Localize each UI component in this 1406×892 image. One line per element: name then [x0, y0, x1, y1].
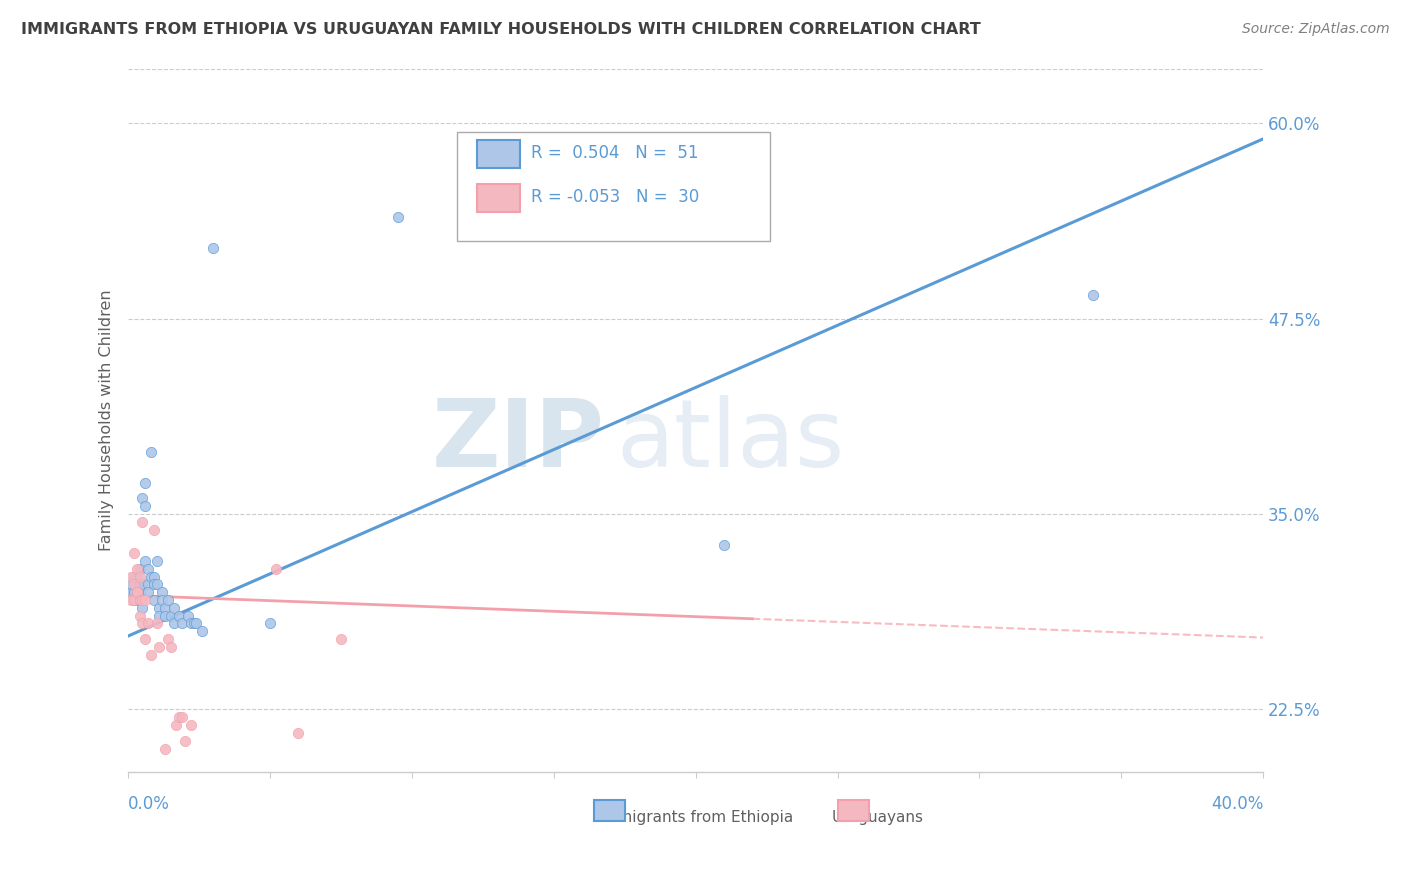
Point — [183, 616, 205, 631]
Point — [259, 616, 281, 631]
Point — [139, 569, 162, 583]
Point — [150, 585, 173, 599]
Point — [191, 624, 214, 639]
Point — [174, 733, 197, 747]
Point — [163, 616, 186, 631]
Text: 40.0%: 40.0% — [1211, 796, 1263, 814]
Text: Immigrants from Ethiopia: Immigrants from Ethiopia — [598, 810, 793, 825]
Point — [139, 648, 162, 662]
Point — [172, 710, 194, 724]
Point — [169, 608, 191, 623]
Point — [125, 585, 148, 599]
Point — [122, 577, 145, 591]
Point — [264, 562, 287, 576]
Point — [153, 608, 176, 623]
Point — [122, 593, 145, 607]
Point — [148, 600, 170, 615]
Point — [142, 577, 165, 591]
Point — [122, 585, 145, 599]
Point — [125, 585, 148, 599]
Point — [131, 616, 153, 631]
Point — [139, 444, 162, 458]
Point — [180, 718, 202, 732]
Point — [172, 616, 194, 631]
Point — [136, 585, 159, 599]
Point — [128, 585, 150, 599]
Point — [156, 632, 179, 646]
Point — [166, 718, 188, 732]
Point — [153, 741, 176, 756]
Point — [125, 593, 148, 607]
Point — [131, 577, 153, 591]
Point — [122, 546, 145, 560]
Point — [125, 585, 148, 599]
Point — [145, 577, 167, 591]
Point — [159, 640, 181, 654]
Point — [128, 577, 150, 591]
Text: 0.0%: 0.0% — [128, 796, 170, 814]
Point — [134, 500, 156, 514]
Point — [142, 593, 165, 607]
Point — [150, 593, 173, 607]
Point — [142, 523, 165, 537]
Text: Uruguayans: Uruguayans — [831, 810, 924, 825]
Point — [134, 632, 156, 646]
Point — [148, 640, 170, 654]
Y-axis label: Family Households with Children: Family Households with Children — [100, 289, 114, 551]
Point — [148, 608, 170, 623]
Point — [136, 577, 159, 591]
Point — [145, 554, 167, 568]
Point — [134, 554, 156, 568]
FancyBboxPatch shape — [838, 800, 869, 822]
Point — [128, 569, 150, 583]
Point — [131, 600, 153, 615]
Point — [122, 569, 145, 583]
Point — [1081, 288, 1104, 302]
Text: IMMIGRANTS FROM ETHIOPIA VS URUGUAYAN FAMILY HOUSEHOLDS WITH CHILDREN CORRELATIO: IMMIGRANTS FROM ETHIOPIA VS URUGUAYAN FA… — [21, 22, 981, 37]
Point — [134, 593, 156, 607]
Point — [159, 608, 181, 623]
Point — [120, 585, 142, 599]
Point — [131, 491, 153, 506]
Point — [180, 616, 202, 631]
Point — [128, 608, 150, 623]
Point — [202, 241, 225, 255]
Point — [177, 608, 200, 623]
Point — [125, 585, 148, 599]
Point — [153, 600, 176, 615]
Point — [186, 616, 208, 631]
Point — [156, 593, 179, 607]
Point — [125, 562, 148, 576]
Point — [125, 569, 148, 583]
Text: atlas: atlas — [616, 395, 845, 487]
FancyBboxPatch shape — [593, 800, 626, 822]
Point — [134, 475, 156, 490]
Point — [120, 593, 142, 607]
Point — [287, 726, 309, 740]
Point — [136, 616, 159, 631]
Point — [163, 600, 186, 615]
Text: R = -0.053   N =  30: R = -0.053 N = 30 — [531, 187, 699, 205]
Text: ZIP: ZIP — [432, 395, 605, 487]
Point — [713, 538, 735, 552]
Text: Source: ZipAtlas.com: Source: ZipAtlas.com — [1241, 22, 1389, 37]
FancyBboxPatch shape — [457, 132, 769, 241]
Point — [128, 562, 150, 576]
Point — [120, 569, 142, 583]
Point — [131, 515, 153, 529]
FancyBboxPatch shape — [477, 140, 520, 169]
Text: R =  0.504   N =  51: R = 0.504 N = 51 — [531, 144, 699, 162]
Point — [387, 210, 409, 224]
Point — [145, 616, 167, 631]
Point — [120, 577, 142, 591]
Point — [128, 593, 150, 607]
Point — [169, 710, 191, 724]
Point — [128, 593, 150, 607]
Point — [142, 569, 165, 583]
Point — [131, 593, 153, 607]
Point — [122, 593, 145, 607]
Point — [136, 562, 159, 576]
FancyBboxPatch shape — [477, 184, 520, 212]
Point — [330, 632, 353, 646]
